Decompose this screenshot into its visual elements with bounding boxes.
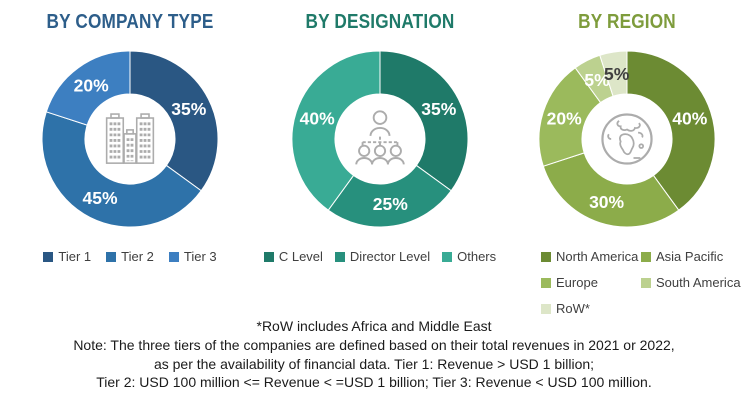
slice-value-label: 45% (82, 188, 117, 208)
chart-by-region: BY REGION 40% 30% 20% 5% 5% North America Asi… (502, 0, 748, 316)
donut-center-icon-holder (342, 101, 418, 177)
legend-label: Others (457, 249, 497, 264)
slice-value-label: 25% (373, 194, 408, 214)
legend-item-director-level: Director Level (334, 249, 431, 264)
chart-by-company-type: BY COMPANY TYPE 35% 45% 20% Tier 1 Tier 2 Ti… (5, 0, 255, 312)
note-line: Tier 2: USD 100 million <= Revenue < =US… (96, 374, 652, 391)
slice-value-label: 20% (74, 76, 109, 96)
legend-swatch-icon (641, 251, 651, 262)
legend-label: Europe (556, 275, 598, 290)
globe-icon (601, 113, 653, 165)
legend: C Level Director Level Others (255, 249, 505, 264)
legend-item-south-america: South America (641, 275, 741, 290)
legend-item-tier-2: Tier 2 (106, 249, 154, 264)
slice-asia-pacific (542, 152, 680, 228)
legend-label: South America (656, 275, 741, 290)
legend: North America Asia Pacific Europe South Ame… (541, 249, 741, 316)
legend-item-europe: Europe (541, 275, 598, 290)
slice-value-label: 40% (300, 109, 335, 129)
legend-label: C Level (278, 249, 323, 264)
donut-chart: 35% 25% 40% (291, 50, 469, 228)
legend-item-asia-pacific: Asia Pacific (641, 249, 723, 264)
slice-north-america (626, 50, 716, 211)
legend-swatch-icon (334, 251, 345, 262)
slice-value-label: 20% (547, 109, 582, 129)
slice-value-label: 30% (589, 192, 624, 212)
slice-value-label: 35% (171, 99, 206, 119)
legend-item-tier-1: Tier 1 (43, 249, 91, 264)
legend-label: Tier 1 (58, 249, 92, 264)
slice-c-level (379, 50, 469, 192)
legend-swatch-icon (541, 303, 551, 314)
slice-value-label: 5% (604, 64, 630, 84)
slice-row (599, 50, 628, 97)
note-line: Note: The three tiers of the companies a… (73, 336, 675, 353)
chart-title: BY REGION (578, 11, 676, 33)
donut-chart: 35% 45% 20% (41, 50, 219, 228)
footnote-row: *RoW includes Africa and Middle East (256, 318, 492, 334)
chart-title: BY COMPANY TYPE (46, 11, 214, 33)
legend-label: North America (556, 249, 639, 264)
slice-value-label: 5% (584, 70, 610, 90)
legend-label: Tier 2 (121, 249, 154, 264)
legend-item-row: RoW* (541, 301, 590, 316)
legend-item-others: Others (442, 249, 496, 264)
legend-item-tier-3: Tier 3 (168, 249, 217, 264)
legend-swatch-icon (43, 251, 54, 262)
legend-swatch-icon (442, 251, 453, 262)
legend-label: Director Level (349, 249, 431, 264)
slice-tier-3 (45, 50, 131, 126)
chart-title: BY DESIGNATION (305, 11, 455, 33)
footnotes-block: *RoW includes Africa and Middle East Not… (0, 317, 748, 392)
donut-center-icon-holder (589, 101, 665, 177)
slice-tier-2 (41, 111, 202, 228)
legend-swatch-icon (541, 277, 551, 288)
legend-label: Asia Pacific (656, 249, 724, 264)
slice-others (291, 50, 381, 211)
legend-label: Tier 3 (183, 249, 217, 264)
slice-value-label: 40% (672, 109, 707, 129)
legend-swatch-icon (641, 277, 651, 288)
donut-chart: 40%30%20%5%5% (538, 50, 716, 228)
legend-swatch-icon (541, 251, 551, 262)
donut-center-icon-holder (92, 101, 168, 177)
org-chart-icon (355, 110, 405, 165)
legend-swatch-icon (106, 251, 117, 262)
legend-label: RoW* (556, 301, 590, 316)
note-line: as per the availability of financial dat… (153, 355, 595, 372)
buildings-icon (105, 113, 155, 164)
legend-swatch-icon (168, 251, 179, 262)
slice-director-level (327, 164, 452, 228)
legend: Tier 1 Tier 2 Tier 3 (5, 249, 255, 264)
legend-swatch-icon (263, 251, 274, 262)
slice-tier-1 (129, 50, 219, 192)
legend-item-north-america: North America (541, 249, 638, 264)
legend-item-c-level: C Level (263, 249, 323, 264)
chart-by-designation: BY DESIGNATION 35% 25% 40% C Level Director… (255, 0, 505, 312)
slice-value-label: 35% (421, 99, 456, 119)
